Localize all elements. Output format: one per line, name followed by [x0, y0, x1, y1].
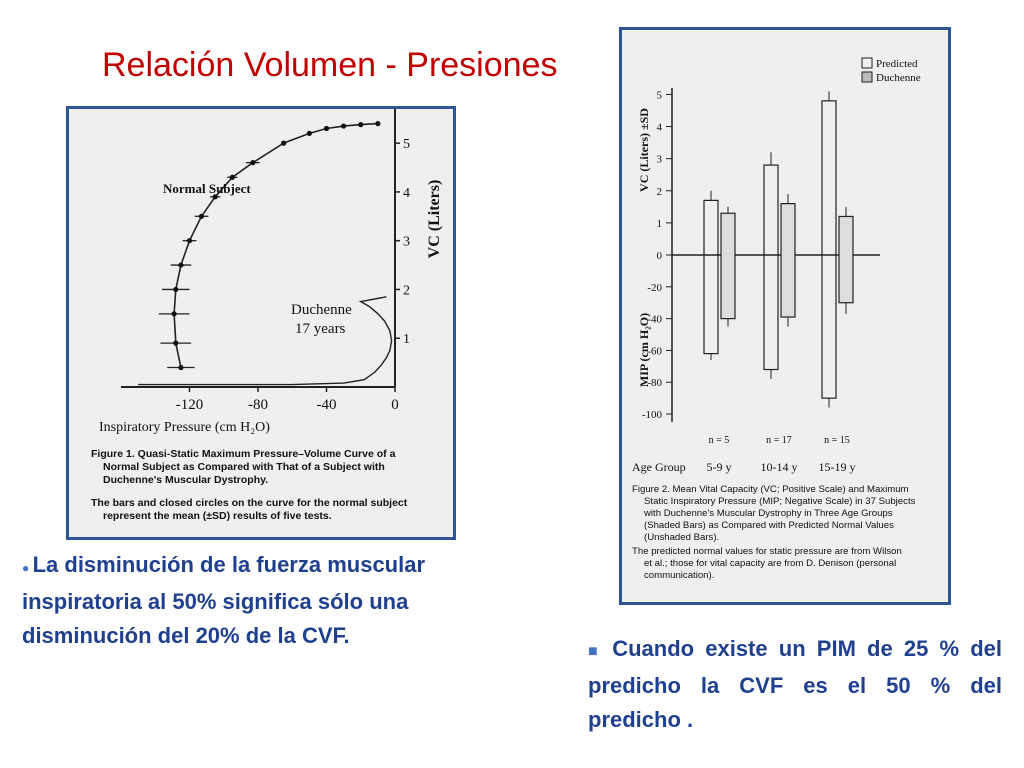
slide-title: Relación Volumen - Presiones [102, 46, 558, 84]
mip-tick-label: 0 [657, 250, 663, 262]
legend-duchenne: Duchenne [876, 72, 921, 84]
normal-subject-curve [173, 122, 378, 368]
bullet-square-icon: ■ [588, 643, 613, 660]
y-tick-label: 4 [403, 186, 410, 201]
fig2-caption-line: (Shaded Bars) as Compared with Predicted… [644, 520, 894, 531]
fig2-caption-line: Figure 2. Mean Vital Capacity (VC; Posit… [632, 484, 909, 495]
normal-subject-point [178, 262, 184, 268]
annotation-duchenne: Duchenne [291, 302, 352, 318]
category-label: 15-19 y [819, 460, 856, 474]
y-tick-label: 5 [403, 137, 410, 152]
duchenne-bar [720, 212, 736, 320]
normal-subject-point [341, 123, 347, 129]
y-tick-label: 3 [403, 235, 410, 250]
normal-subject-point [173, 340, 179, 346]
category-label: 10-14 y [761, 460, 798, 474]
bullet-dot-icon: ● [22, 561, 33, 575]
fig2-caption-line: communication). [644, 570, 714, 581]
bullet-right: ■ Cuando existe un PIM de 25 % del predi… [588, 632, 1002, 737]
x-axis-label: Inspiratory Pressure (cm H₂O) [99, 420, 270, 435]
predicted-bar [763, 164, 779, 371]
n-label: n = 17 [766, 435, 792, 446]
mip-tick-label: -100 [642, 409, 663, 421]
fig2-caption-line: (Unshaded Bars). [644, 532, 719, 543]
normal-subject-point [306, 130, 312, 136]
normal-subject-point [171, 311, 177, 317]
legend-swatch-duchenne [861, 71, 873, 83]
fig2-caption-line: Static Inspiratory Pressure (MIP; Negati… [644, 496, 916, 507]
fig1-caption-line-2: Normal Subject as Compared with That of … [103, 461, 385, 473]
normal-subject-point [229, 174, 235, 180]
legend-predicted: Predicted [876, 58, 918, 70]
y-tick-label: 1 [403, 332, 410, 347]
normal-subject-point [323, 125, 330, 132]
figure-2-chart: Predicted Duchenne 1 2 3 4 5 0 -20 -40 -60 -80 -10… [632, 57, 921, 581]
legend: Predicted Duchenne [861, 57, 921, 84]
bullet-right-text: Cuando existe un PIM de 25 % del predich… [588, 636, 1003, 732]
vc-tick-label: 3 [657, 154, 663, 166]
mip-tick-label: -20 [647, 282, 662, 294]
x-tick-label: -80 [248, 397, 268, 413]
figure-1-chart: -120 -80 -40 0 1 2 3 4 5 Normal Subject Duchenn… [91, 109, 443, 522]
x-axis-label: Age Group [632, 460, 686, 474]
mip-tick-label: -80 [647, 377, 662, 389]
normal-subject-point [178, 364, 184, 371]
category-label: 5-9 y [707, 460, 732, 474]
vc-axis-label: VC (Liters) ±SD [637, 108, 651, 192]
duchenne-curve [138, 296, 393, 386]
vc-tick-label: 5 [657, 89, 663, 101]
normal-subject-point [173, 286, 179, 293]
predicted-bar [703, 199, 719, 355]
fig1-caption-line-1: Figure 1. Quasi-Static Maximum Pressure–… [91, 448, 396, 460]
legend-swatch-predicted [861, 57, 873, 69]
fig2-caption-line: with Duchenne's Muscular Dystrophy in Th… [643, 508, 893, 519]
bullet-left-text: La disminución de la fuerza muscular ins… [22, 552, 426, 648]
fig2-caption-line: The predicted normal values for static p… [632, 546, 902, 557]
duchenne-bar [780, 203, 796, 318]
fig1-caption-line-4: The bars and closed circles on the curve… [91, 497, 408, 509]
bullet-left: ● La disminución de la fuerza muscular i… [22, 548, 472, 653]
mip-tick-label: -60 [647, 345, 662, 357]
y-axis-label: VC (Liters) [426, 180, 443, 259]
annotation-normal-subject: Normal Subject [163, 181, 251, 196]
n-label: n = 15 [824, 435, 850, 446]
fig2-caption-line: et al.; those for vital capacity are fro… [644, 558, 896, 569]
x-tick-label: -40 [317, 397, 337, 413]
n-label: n = 5 [709, 435, 730, 446]
annotation-17-years: 17 years [295, 321, 346, 337]
normal-subject-point [358, 122, 364, 128]
predicted-bar [821, 100, 837, 399]
vc-tick-label: 2 [657, 186, 663, 198]
duchenne-bar [838, 215, 854, 304]
figure-1-frame: -120 -80 -40 0 1 2 3 4 5 Normal Subject Duchenn… [66, 106, 456, 540]
mip-tick-label: -40 [647, 314, 662, 326]
normal-subject-point [198, 213, 205, 219]
vc-tick-label: 4 [657, 122, 663, 134]
normal-subject-point [212, 194, 218, 200]
y-tick-label: 2 [403, 283, 410, 298]
fig1-caption-line-5: represent the mean (±SD) results of five… [103, 510, 332, 522]
x-tick-label: -120 [176, 397, 204, 413]
mip-axis-label: MIP (cm H₂O) [637, 313, 651, 387]
normal-subject-point [250, 160, 256, 166]
vc-tick-label: 1 [657, 218, 663, 230]
x-tick-label: 0 [391, 397, 399, 413]
fig1-caption-line-3: Duchenne's Muscular Dystrophy. [103, 474, 268, 486]
figure-2-frame: Predicted Duchenne 1 2 3 4 5 0 -20 -40 -60 -80 -10… [619, 27, 951, 605]
normal-subject-point [186, 238, 193, 244]
normal-subject-point [281, 140, 287, 146]
normal-subject-point [375, 121, 381, 127]
